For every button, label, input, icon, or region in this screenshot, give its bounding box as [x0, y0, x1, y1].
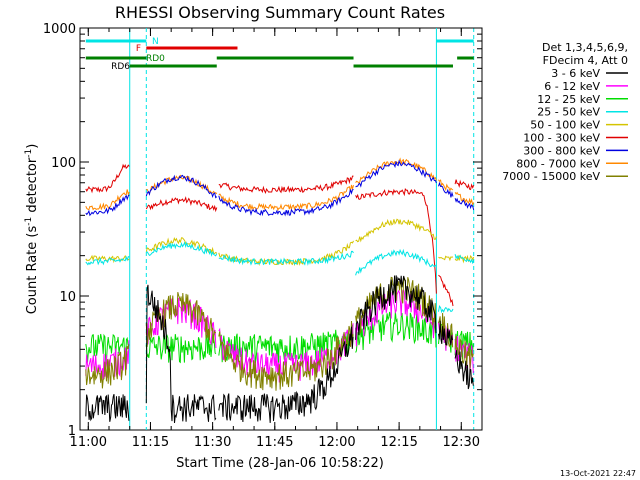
y-axis-label-part3: ): [25, 144, 40, 149]
series-line: [218, 175, 354, 195]
series-line: [355, 248, 437, 276]
series-line: [355, 275, 437, 340]
series-line: [438, 305, 454, 314]
series-line: [454, 179, 475, 191]
series-line: [85, 393, 130, 422]
series-line: [438, 179, 454, 192]
legend-header-line1: Det 1,3,4,5,6,9,: [542, 41, 628, 54]
series-line: [438, 255, 454, 262]
series-line: [218, 189, 354, 217]
legend-header-line2: FDecim 4, Att 0: [543, 54, 628, 67]
series-line: [355, 159, 437, 188]
y-axis-label-part1: Count Rate (s: [25, 226, 40, 315]
series-line: [85, 194, 130, 217]
series-line: [218, 320, 354, 391]
series-line: [85, 333, 130, 363]
plot-marks: N F RD0 RD6: [85, 28, 475, 430]
series-line: [438, 274, 454, 307]
flag-label-rd6: RD6: [111, 62, 130, 72]
plot-frame: [79, 27, 483, 431]
flag-label-rd0: RD0: [146, 54, 165, 64]
series-line: [454, 253, 475, 265]
series-line: [355, 188, 437, 294]
y-tick-label: 1000: [43, 22, 76, 37]
y-axis-label-sup2: -1: [24, 149, 34, 158]
series-line: [454, 335, 474, 369]
series-line: [218, 250, 354, 266]
series-line: [454, 350, 474, 390]
legend-entry-label: 25 - 50 keV: [537, 106, 600, 119]
flag-label-f: F: [136, 44, 141, 54]
y-tick-label: 100: [51, 156, 76, 171]
series-line: [85, 255, 130, 266]
series-line: [145, 237, 218, 255]
series-line: [454, 191, 475, 207]
series-line: [355, 311, 437, 353]
legend-entry-label: 3 - 6 keV: [551, 67, 600, 80]
series-line: [85, 344, 130, 389]
x-tick-label: 12:30: [443, 435, 480, 450]
series-line: [218, 184, 354, 212]
legend-entry-label: 6 - 12 keV: [544, 80, 600, 93]
x-tick-label: 11:15: [132, 435, 169, 450]
y-axis-label-part2: detector: [25, 157, 40, 217]
series-line: [438, 181, 454, 198]
x-tick-label: 11:00: [70, 435, 107, 450]
series-line: [454, 197, 475, 211]
legend-entry-label: 800 - 7000 keV: [516, 157, 600, 170]
y-tick-label: 1: [68, 424, 76, 439]
series-line: [438, 320, 454, 346]
series-line: [145, 291, 217, 347]
chart-title: RHESSI Observing Summary Count Rates: [115, 3, 445, 22]
x-axis-ticks: 11:00 11:15 11:30 11:45 12:00 12:15 12:30: [70, 28, 483, 450]
legend-entry-label: 100 - 300 keV: [523, 132, 600, 145]
y-tick-label: 10: [59, 290, 76, 305]
x-tick-label: 12:15: [380, 435, 417, 450]
series-line: [145, 174, 218, 199]
legend-entry-label: 12 - 25 keV: [537, 93, 600, 106]
flag-label-n: N: [152, 37, 159, 47]
y-axis-label-sup1: -1: [24, 217, 34, 226]
x-tick-label: 11:45: [256, 435, 293, 450]
series-line: [85, 254, 130, 264]
legend: Det 1,3,4,5,6,9, FDecim 4, Att 0 3 - 6 k…: [502, 41, 628, 183]
legend-entry-label: 7000 - 15000 keV: [502, 170, 600, 183]
series-line: [218, 326, 354, 423]
series-line: [145, 297, 217, 349]
y-axis-label: Count Rate (s-1 detector-1): [24, 144, 40, 315]
series-line: [85, 340, 130, 381]
series-line: [145, 284, 217, 424]
series-line: [145, 196, 218, 213]
x-tick-label: 12:00: [318, 435, 355, 450]
series-line: [85, 189, 130, 211]
legend-entry-label: 300 - 800 keV: [523, 144, 600, 157]
x-axis-label: Start Time (28-Jan-06 10:58:22): [176, 456, 384, 471]
series-line: [355, 218, 437, 243]
series-line: [85, 163, 130, 194]
x-tick-label: 11:30: [194, 435, 231, 450]
series-line: [146, 241, 218, 257]
legend-entry-label: 50 - 100 keV: [530, 119, 600, 132]
series-line: [454, 254, 475, 264]
y-axis-ticks: 1 10 100 1000: [43, 22, 482, 439]
footer-date: 13-Oct-2021 22:47: [560, 469, 636, 478]
series-line: [145, 333, 217, 364]
series-line: [218, 240, 354, 267]
